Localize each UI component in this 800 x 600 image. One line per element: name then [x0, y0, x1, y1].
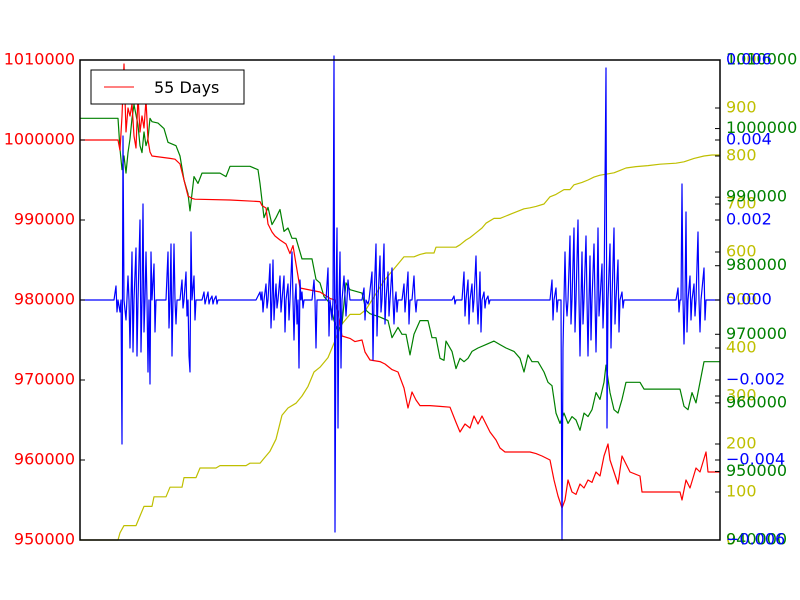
- blue-axis-tick-label: −0.002: [726, 370, 785, 389]
- red-axis-tick-label: 960000: [14, 450, 75, 469]
- blue-axis-tick-label: 0.006: [726, 50, 772, 69]
- series-line-green: [80, 104, 720, 431]
- series-line-55-days: [80, 63, 720, 509]
- green-axis-tick-label: 950000: [726, 461, 787, 480]
- red-axis-tick-label: 1000000: [4, 130, 75, 149]
- yellow-axis-tick-label: 500: [726, 290, 757, 309]
- yellow-axis-tick-label: 0: [726, 530, 736, 549]
- green-axis-tick-label: 980000: [726, 255, 787, 274]
- green-axis-tick-label: 990000: [726, 187, 787, 206]
- series-line-blue: [80, 55, 720, 541]
- legend-label: 55 Days: [154, 78, 219, 97]
- green-axis-tick-label: 1010000: [726, 50, 797, 69]
- series-layer: [80, 55, 720, 541]
- red-axis-tick-label: 990000: [14, 210, 75, 229]
- blue-axis-tick-label: 0.002: [726, 210, 772, 229]
- green-axis-tick-label: 1000000: [726, 118, 797, 137]
- legend: 55 Days: [90, 69, 245, 105]
- green-axis-tick-label: 960000: [726, 392, 787, 411]
- yellow-axis-tick-label: 600: [726, 242, 757, 261]
- blue-axis-tick-label: −0.004: [726, 450, 785, 469]
- yellow-axis-tick-label: 900: [726, 98, 757, 117]
- blue-axis-tick-label: 0.000: [726, 290, 772, 309]
- yellow-axis-tick-label: 200: [726, 434, 757, 453]
- yellow-axis-tick-label: 800: [726, 146, 757, 165]
- yellow-axis-tick-label: 700: [726, 194, 757, 213]
- blue-axis-tick-label: 0.004: [726, 130, 772, 149]
- blue-axis-tick-label: −0.006: [726, 530, 785, 549]
- axis-layer: 950000 960000 970000 980000 990000 1000000 101…: [4, 50, 798, 549]
- green-axis-tick-label: 940000: [726, 530, 787, 549]
- red-axis-tick-label: 980000: [14, 290, 75, 309]
- red-axis-tick-label: 1010000: [4, 50, 75, 69]
- red-axis-tick-label: 970000: [14, 370, 75, 389]
- legend-box: [90, 69, 245, 105]
- yellow-axis-tick-label: 300: [726, 386, 757, 405]
- red-axis-tick-label: 950000: [14, 530, 75, 549]
- green-axis-tick-label: 970000: [726, 324, 787, 343]
- yellow-axis-tick-label: 1000: [726, 50, 767, 69]
- series-line-yellow: [80, 154, 720, 541]
- yellow-axis-tick-label: 100: [726, 482, 757, 501]
- yellow-axis-tick-label: 400: [726, 338, 757, 357]
